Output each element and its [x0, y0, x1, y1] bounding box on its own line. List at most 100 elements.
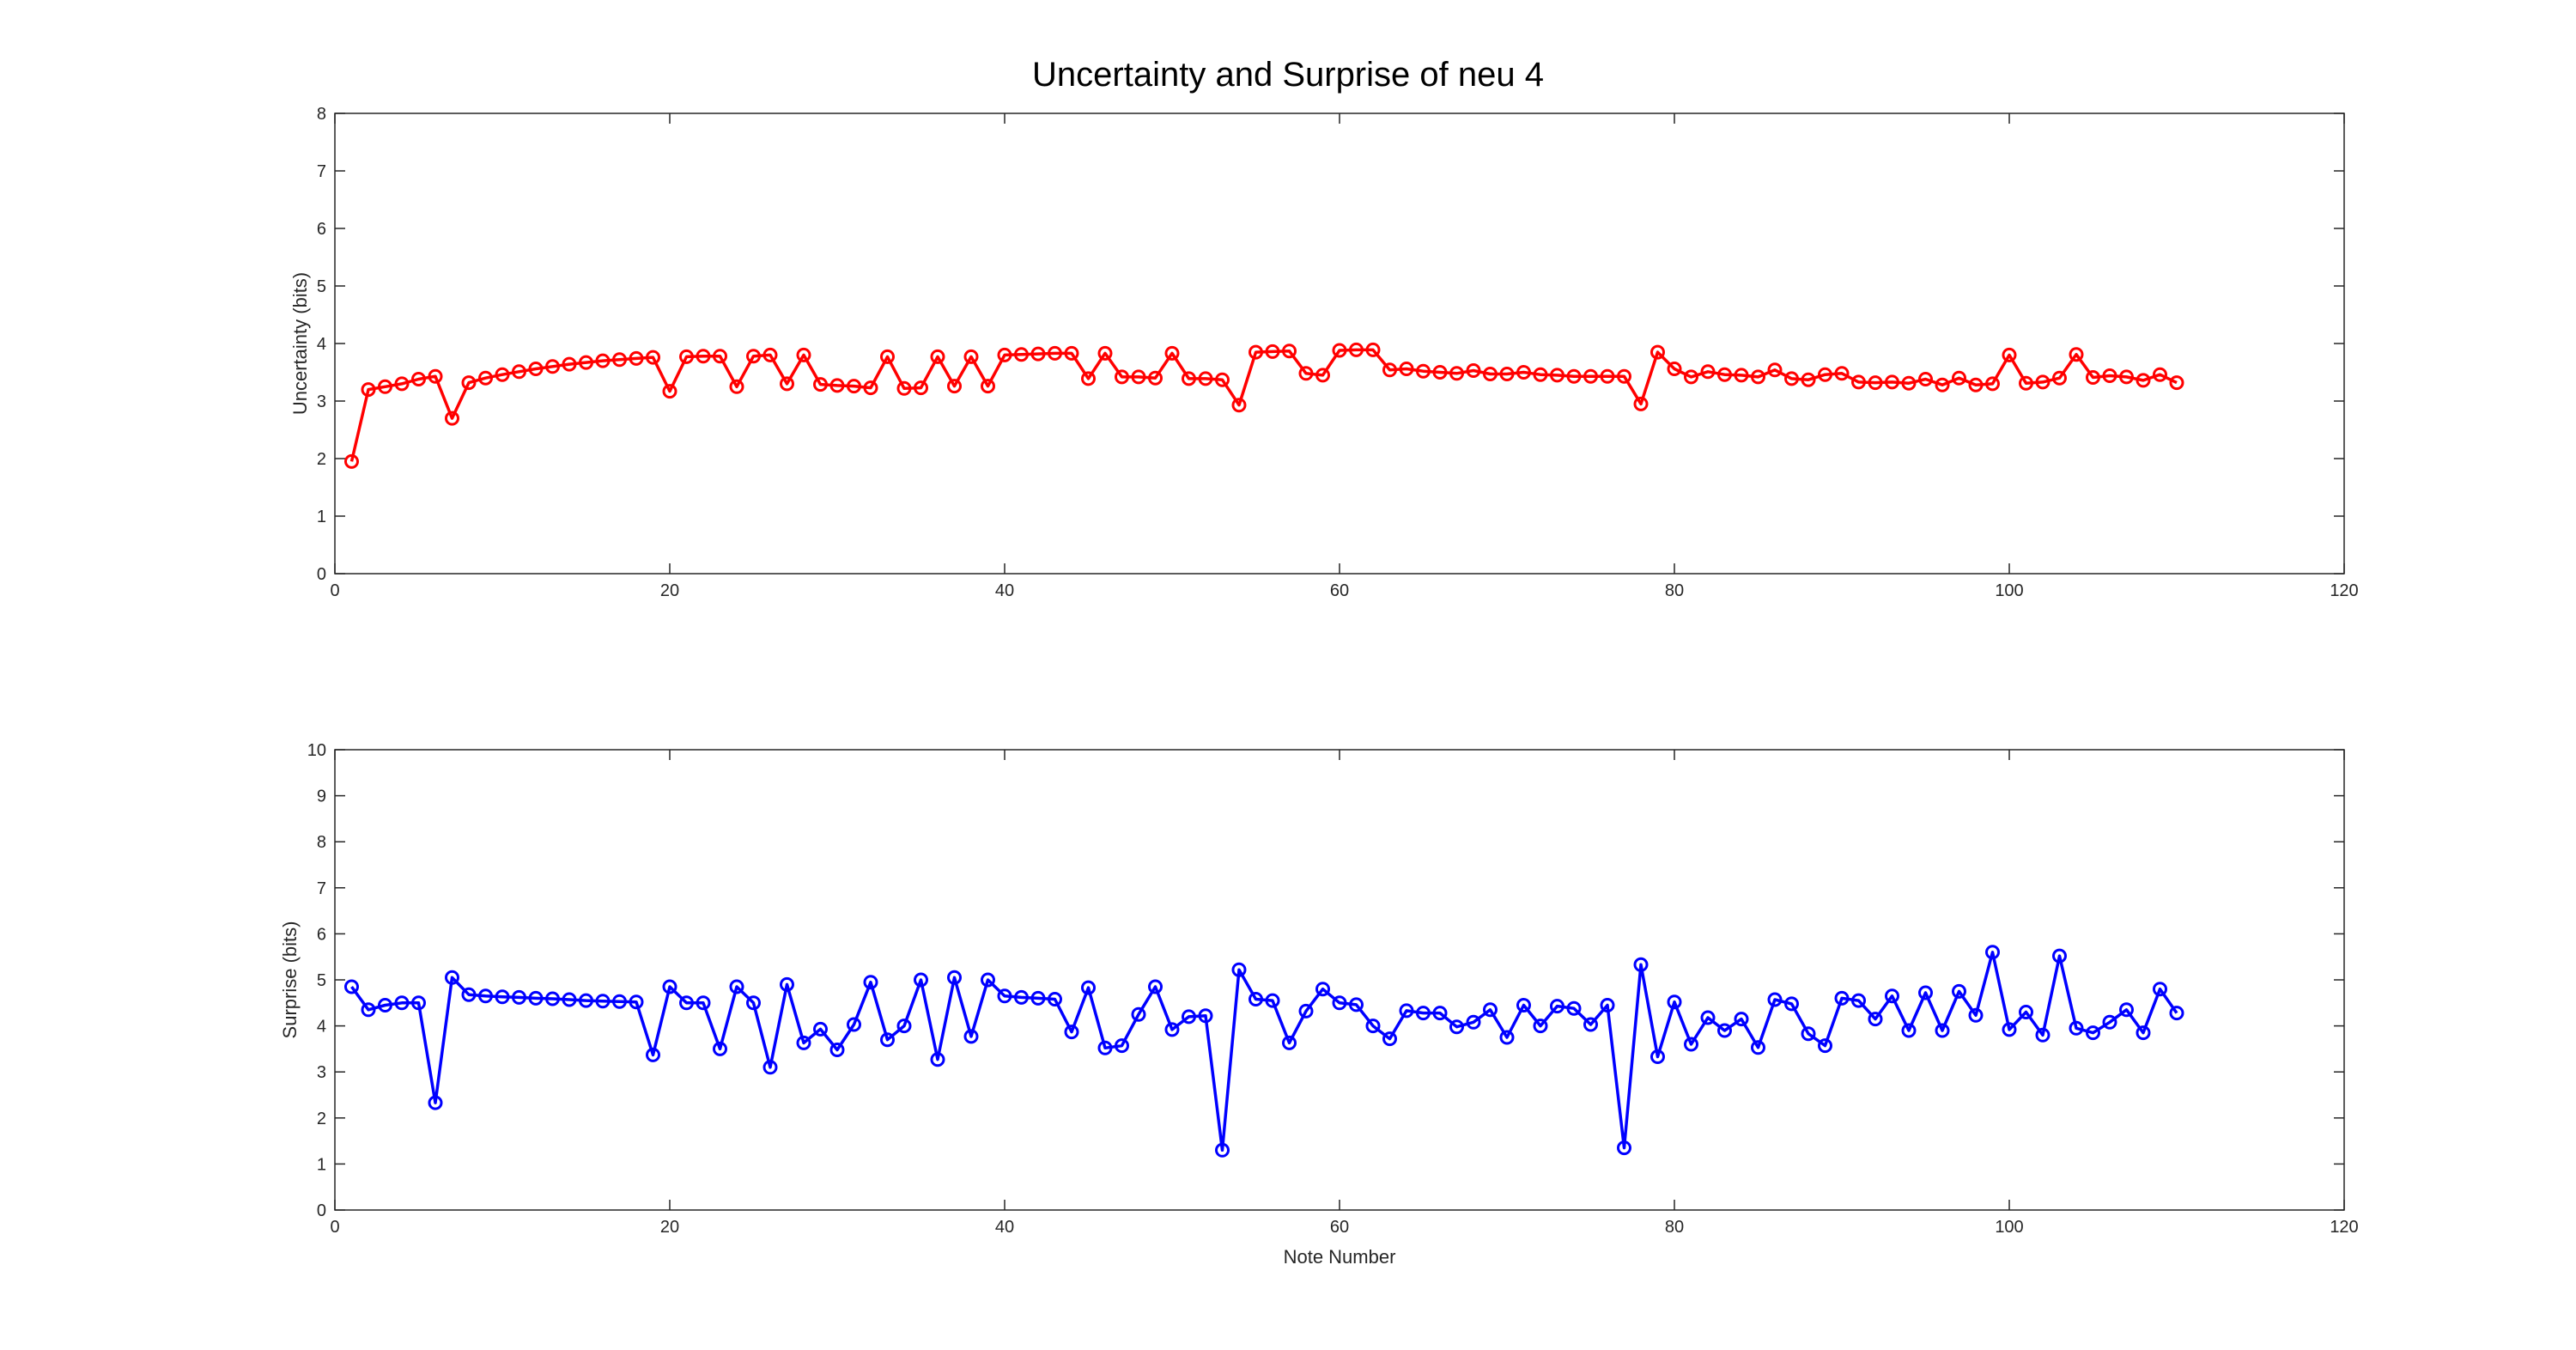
- uncertainty-data-point: [512, 364, 526, 380]
- surprise-y-tick-label: 7: [317, 879, 326, 898]
- surprise-data-point: [696, 995, 711, 1011]
- surprise-y-tick-label: 2: [317, 1110, 326, 1128]
- uncertainty-y-tick-label: 1: [317, 508, 326, 526]
- uncertainty-data-point: [1617, 368, 1631, 384]
- surprise-data-point: [1935, 1023, 1950, 1038]
- uncertainty-data-point: [679, 349, 694, 364]
- uncertainty-data-point: [646, 350, 660, 365]
- surprise-y-tick-label: 8: [317, 833, 326, 852]
- surprise-data-point: [612, 994, 627, 1009]
- uncertainty-data-point: [378, 379, 392, 394]
- uncertainty-data-point: [394, 376, 410, 392]
- surprise-data-point: [914, 972, 928, 988]
- uncertainty-data-point: [629, 350, 644, 366]
- surprise-data-point: [2052, 948, 2067, 964]
- uncertainty-data-point: [2169, 375, 2184, 391]
- uncertainty-data-point: [1583, 368, 1598, 384]
- surprise-data-point: [762, 1060, 778, 1075]
- surprise-data-point: [1885, 988, 1899, 1004]
- surprise-data-point: [1030, 990, 1046, 1006]
- surprise-data-point: [2019, 1005, 2033, 1019]
- uncertainty-data-point: [662, 384, 677, 399]
- surprise-data-point: [1048, 992, 1062, 1006]
- surprise-y-tick-label: 9: [317, 788, 326, 806]
- surprise-data-point: [729, 979, 744, 994]
- surprise-data-point: [595, 994, 611, 1009]
- uncertainty-data-point: [2002, 347, 2017, 362]
- surprise-data-point: [963, 1029, 979, 1044]
- surprise-data-point: [1449, 1019, 1464, 1035]
- uncertainty-data-point: [1483, 367, 1498, 381]
- surprise-series-line: [350, 951, 2178, 1152]
- uncertainty-data-point: [2035, 374, 2050, 390]
- surprise-data-point: [1466, 1014, 1481, 1030]
- surprise-panel: 0 20 40 60 80 100 120 0 1 2 3 4 5 6 7 8 9 10 Surprise (bi…: [279, 741, 2359, 1268]
- surprise-data-point: [445, 970, 459, 985]
- uncertainty-data-point: [1182, 371, 1196, 386]
- uncertainty-data-point: [796, 347, 811, 362]
- surprise-data-point: [1801, 1026, 1816, 1042]
- surprise-data-point: [1784, 996, 1799, 1012]
- uncertainty-data-point: [963, 349, 979, 364]
- surprise-data-point: [512, 989, 526, 1005]
- uncertainty-data-point: [1449, 366, 1464, 381]
- uncertainty-data-point: [1014, 347, 1029, 362]
- surprise-y-tick-label: 5: [317, 971, 326, 990]
- uncertainty-x-tick-label: 0: [330, 581, 339, 600]
- uncertainty-data-point: [896, 380, 912, 396]
- surprise-data-point: [1566, 1000, 1582, 1016]
- surprise-x-tick-label: 40: [995, 1218, 1014, 1237]
- surprise-data-point: [796, 1035, 811, 1050]
- surprise-data-point: [1382, 1031, 1397, 1047]
- uncertainty-data-point: [1349, 342, 1364, 357]
- uncertainty-data-point: [344, 453, 359, 469]
- surprise-data-point: [1315, 982, 1330, 997]
- uncertainty-x-tick-label: 20: [660, 581, 679, 600]
- surprise-data-point: [1851, 993, 1866, 1008]
- uncertainty-data-point: [1148, 370, 1163, 386]
- surprise-x-tick-label: 20: [660, 1218, 679, 1237]
- surprise-y-tick-label: 4: [317, 1018, 326, 1037]
- uncertainty-data-point: [445, 410, 459, 426]
- surprise-data-point: [1818, 1038, 1832, 1054]
- uncertainty-data-point: [1851, 374, 1866, 390]
- uncertainty-data-point: [2052, 370, 2067, 386]
- uncertainty-data-point: [1684, 369, 1698, 385]
- surprise-data-point: [997, 988, 1012, 1004]
- uncertainty-data-point: [1382, 362, 1397, 378]
- uncertainty-data-point: [1784, 371, 1799, 386]
- surprise-data-point: [1734, 1012, 1749, 1027]
- surprise-data-point: [947, 970, 962, 985]
- uncertainty-data-point: [461, 375, 477, 391]
- surprise-data-point: [1834, 990, 1850, 1006]
- uncertainty-data-point: [847, 379, 861, 394]
- surprise-data-point: [428, 1095, 443, 1110]
- uncertainty-data-point: [1952, 370, 1966, 386]
- uncertainty-x-tick-label: 80: [1665, 581, 1684, 600]
- uncertainty-x-tick-label: 120: [2330, 581, 2358, 600]
- uncertainty-data-point: [1550, 368, 1564, 383]
- surprise-data-point: [1416, 1006, 1431, 1021]
- uncertainty-data-point: [746, 349, 761, 364]
- surprise-data-point: [1985, 945, 2000, 960]
- surprise-data-point: [1751, 1040, 1765, 1055]
- surprise-data-point: [863, 975, 878, 990]
- surprise-x-tick-label: 120: [2330, 1218, 2358, 1237]
- uncertainty-data-point: [1801, 372, 1816, 387]
- surprise-data-point: [1064, 1025, 1079, 1040]
- uncertainty-data-point: [1399, 362, 1414, 376]
- surprise-y-tick-label: 10: [307, 741, 326, 760]
- surprise-x-tick-label: 60: [1330, 1218, 1349, 1237]
- surprise-data-point: [713, 1041, 727, 1056]
- uncertainty-data-point: [1533, 367, 1548, 382]
- uncertainty-data-point: [1315, 368, 1330, 383]
- surprise-data-point: [1282, 1035, 1297, 1050]
- uncertainty-y-tick-label: 5: [317, 277, 326, 296]
- surprise-data-point: [528, 990, 544, 1006]
- uncertainty-data-point: [863, 380, 878, 396]
- surprise-data-point: [579, 993, 593, 1008]
- surprise-data-point: [2169, 1006, 2184, 1021]
- uncertainty-data-point: [914, 380, 928, 396]
- surprise-data-point: [2119, 1002, 2134, 1018]
